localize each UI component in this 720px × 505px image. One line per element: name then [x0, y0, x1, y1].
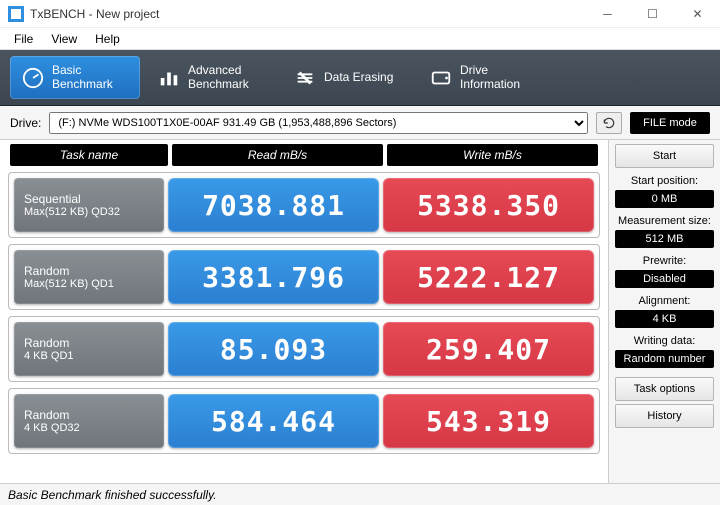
window-title: TxBENCH - New project [30, 7, 159, 21]
results-header: Task name Read mB/s Write mB/s [8, 144, 600, 166]
history-button[interactable]: History [615, 404, 714, 428]
app-icon [8, 6, 24, 22]
start-position-label: Start position: [615, 175, 714, 187]
header-read: Read mB/s [172, 144, 383, 166]
refresh-icon [602, 116, 616, 130]
drivebar: Drive: (F:) NVMe WDS100T1X0E-00AF 931.49… [0, 106, 720, 140]
header-write: Write mB/s [387, 144, 598, 166]
minimize-button[interactable]: ─ [585, 0, 630, 28]
task-name: Sequential [24, 192, 154, 206]
write-value: 259.407 [383, 322, 594, 376]
task-cell: RandomMax(512 KB) QD1 [14, 250, 164, 304]
erase-icon [294, 67, 316, 89]
write-value: 543.319 [383, 394, 594, 448]
file-mode-button[interactable]: FILE mode [630, 112, 710, 134]
gauge-icon [22, 67, 44, 89]
result-row: SequentialMax(512 KB) QD327038.8815338.3… [8, 172, 600, 238]
task-options-button[interactable]: Task options [615, 377, 714, 401]
close-button[interactable]: ✕ [675, 0, 720, 28]
tab-label: Basic [52, 63, 81, 77]
write-value: 5338.350 [383, 178, 594, 232]
tabbar: BasicBenchmark AdvancedBenchmark Data Er… [0, 50, 720, 106]
alignment-label: Alignment: [615, 295, 714, 307]
task-detail: 4 KB QD32 [24, 422, 154, 434]
start-position-value[interactable]: 0 MB [615, 190, 714, 208]
task-name: Random [24, 264, 154, 278]
read-value: 85.093 [168, 322, 379, 376]
prewrite-value[interactable]: Disabled [615, 270, 714, 288]
tab-data-erasing[interactable]: Data Erasing [282, 56, 412, 99]
menu-file[interactable]: File [6, 30, 41, 48]
status-text: Basic Benchmark finished successfully. [8, 488, 217, 502]
maximize-button[interactable]: ☐ [630, 0, 675, 28]
measurement-size-value[interactable]: 512 MB [615, 230, 714, 248]
task-cell: SequentialMax(512 KB) QD32 [14, 178, 164, 232]
alignment-value[interactable]: 4 KB [615, 310, 714, 328]
tab-basic-benchmark[interactable]: BasicBenchmark [10, 56, 140, 99]
result-row: Random4 KB QD185.093259.407 [8, 316, 600, 382]
menu-help[interactable]: Help [87, 30, 128, 48]
drive-icon [430, 67, 452, 89]
measurement-size-label: Measurement size: [615, 215, 714, 227]
menubar: File View Help [0, 28, 720, 50]
writing-data-value[interactable]: Random number [615, 350, 714, 368]
write-value: 5222.127 [383, 250, 594, 304]
result-row: Random4 KB QD32584.464543.319 [8, 388, 600, 454]
bars-icon [158, 67, 180, 89]
task-detail: 4 KB QD1 [24, 350, 154, 362]
drive-select[interactable]: (F:) NVMe WDS100T1X0E-00AF 931.49 GB (1,… [49, 112, 588, 134]
read-value: 7038.881 [168, 178, 379, 232]
drive-label: Drive: [10, 116, 41, 130]
task-cell: Random4 KB QD32 [14, 394, 164, 448]
menu-view[interactable]: View [43, 30, 85, 48]
read-value: 3381.796 [168, 250, 379, 304]
tab-drive-information[interactable]: DriveInformation [418, 56, 548, 99]
prewrite-label: Prewrite: [615, 255, 714, 267]
task-name: Random [24, 336, 154, 350]
task-detail: Max(512 KB) QD1 [24, 278, 154, 290]
results-panel: Task name Read mB/s Write mB/s Sequentia… [0, 140, 608, 483]
read-value: 584.464 [168, 394, 379, 448]
sidebar: Start Start position: 0 MB Measurement s… [608, 140, 720, 483]
statusbar: Basic Benchmark finished successfully. [0, 483, 720, 505]
start-button[interactable]: Start [615, 144, 714, 168]
task-detail: Max(512 KB) QD32 [24, 206, 154, 218]
task-cell: Random4 KB QD1 [14, 322, 164, 376]
writing-data-label: Writing data: [615, 335, 714, 347]
refresh-button[interactable] [596, 112, 622, 134]
result-row: RandomMax(512 KB) QD13381.7965222.127 [8, 244, 600, 310]
titlebar: TxBENCH - New project ─ ☐ ✕ [0, 0, 720, 28]
tab-advanced-benchmark[interactable]: AdvancedBenchmark [146, 56, 276, 99]
header-task: Task name [10, 144, 168, 166]
task-name: Random [24, 408, 154, 422]
